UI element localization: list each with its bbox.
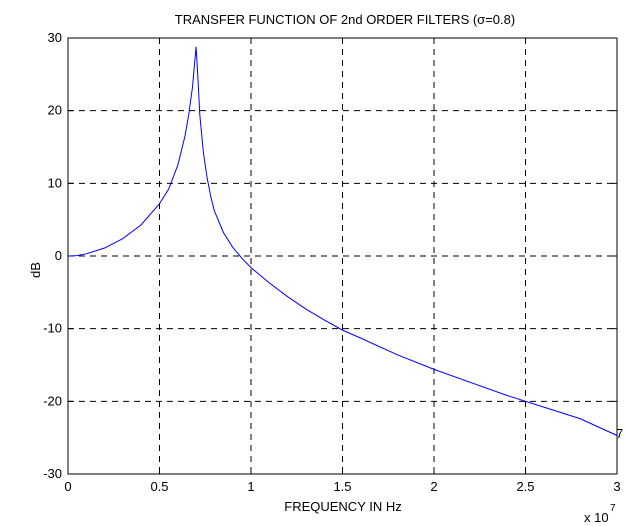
x-exponent-label: x 10 <box>584 510 609 525</box>
y-tick-label: 0 <box>55 248 62 263</box>
x-tick-labels: 0 0.5 1 1.5 2 2.5 3 <box>64 479 620 494</box>
y-tick-label: -10 <box>43 321 62 336</box>
ticks <box>67 37 618 475</box>
x-exponent: 7 <box>610 503 616 514</box>
x-tick-label: 2 <box>430 479 437 494</box>
x-tick-label: 2.5 <box>516 479 534 494</box>
y-tick-label: 20 <box>48 103 62 118</box>
y-tick-label: -30 <box>43 466 62 481</box>
chart-title: TRANSFER FUNCTION OF 2nd ORDER FILTERS (… <box>175 12 515 27</box>
x-tick-label: 0.5 <box>150 479 168 494</box>
x-tick-label: 0 <box>64 479 71 494</box>
edge-annotation: 7 <box>616 426 623 441</box>
y-tick-label: 30 <box>48 30 62 45</box>
y-tick-label: 10 <box>48 175 62 190</box>
y-axis-label: dB <box>28 262 43 278</box>
y-tick-label: -20 <box>43 393 62 408</box>
x-tick-label: 3 <box>613 479 620 494</box>
series-line <box>67 46 618 436</box>
y-tick-labels: 30 20 10 0 -10 -20 -30 <box>43 30 62 481</box>
x-tick-label: 1 <box>247 479 254 494</box>
x-axis-label: FREQUENCY IN Hz <box>284 499 402 514</box>
x-tick-label: 1.5 <box>333 479 351 494</box>
grid <box>68 38 617 474</box>
